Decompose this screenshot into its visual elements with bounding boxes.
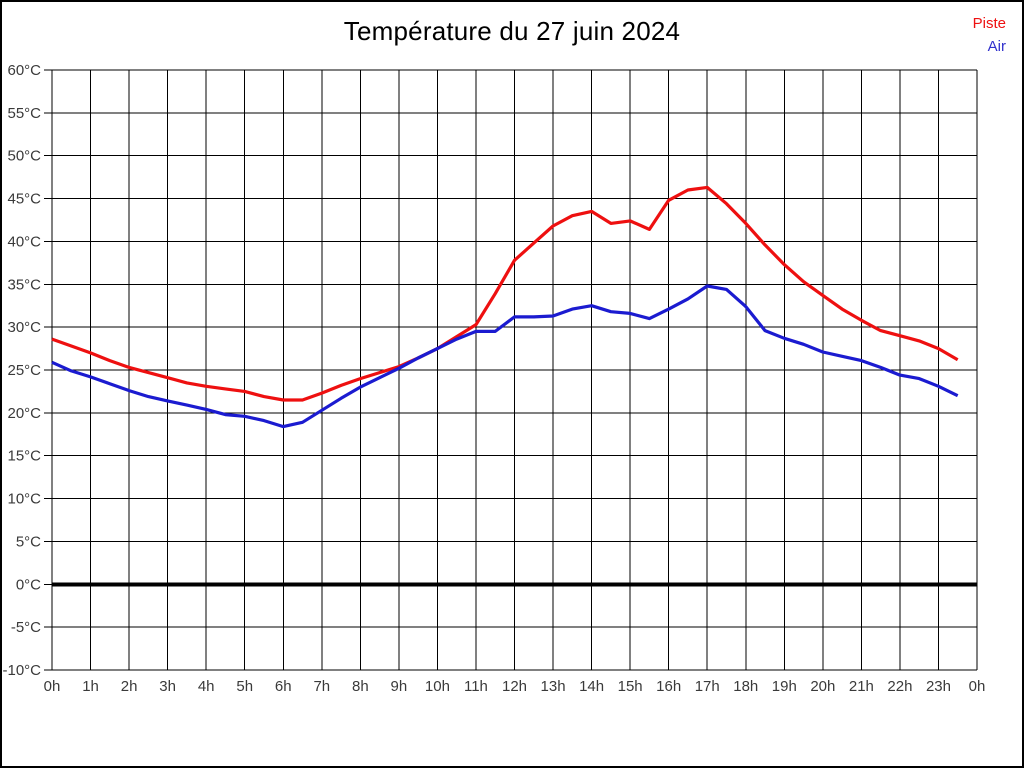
y-tick-label: 25°C [7,362,41,379]
legend-label-air: Air [987,38,1006,55]
x-tick-label: 2h [121,678,138,695]
legend-item-air: Air [973,35,1006,58]
legend-label-piste: Piste [972,15,1006,32]
x-tick-label: 11h [464,678,488,695]
legend-item-piste: Piste [973,12,1006,35]
y-tick-label: 50°C [7,148,41,165]
y-tick-label: 0°C [16,576,41,593]
x-tick-label: 8h [352,678,369,695]
x-tick-label: 23h [926,678,951,695]
x-tick-label: 19h [772,678,797,695]
x-tick-label: 3h [159,678,176,695]
x-tick-label: 17h [695,678,720,695]
y-tick-label: -10°C [2,662,41,679]
x-tick-label: 12h [502,678,527,695]
y-tick-label: 45°C [7,191,41,208]
y-tick-label: 10°C [7,491,41,508]
x-tick-label: 9h [391,678,408,695]
x-tick-label: 21h [849,678,874,695]
x-tick-label: 13h [541,678,566,695]
y-tick-label: 35°C [7,276,41,293]
x-tick-label: 14h [579,678,604,695]
x-tick-label: 4h [198,678,215,695]
y-tick-label: 60°C [7,62,41,79]
x-tick-label: 6h [275,678,292,695]
series-line-air [51,284,959,429]
x-tick-label: 18h [733,678,758,695]
y-tick-label: 20°C [7,405,41,422]
chart-title: Température du 27 juin 2024 [343,16,681,46]
y-tick-label: -5°C [11,619,41,636]
x-tick-label: 1h [82,678,99,695]
y-tick-label: 15°C [7,448,41,465]
x-tick-label: 16h [656,678,681,695]
x-tick-label: 15h [618,678,643,695]
series-line-piste [51,185,959,402]
y-tick-label: 30°C [7,319,41,336]
y-tick-label: 55°C [7,105,41,122]
x-tick-label: 7h [313,678,330,695]
y-tick-label: 40°C [7,233,41,250]
x-tick-label: 22h [887,678,912,695]
y-tick-label: 5°C [16,533,41,550]
x-tick-label: 20h [810,678,835,695]
legend: Piste Air [973,12,1006,58]
x-tick-label: 5h [236,678,253,695]
x-tick-label: 0h [969,678,986,695]
x-tick-label: 0h [44,678,61,695]
x-tick-label: 10h [425,678,450,695]
